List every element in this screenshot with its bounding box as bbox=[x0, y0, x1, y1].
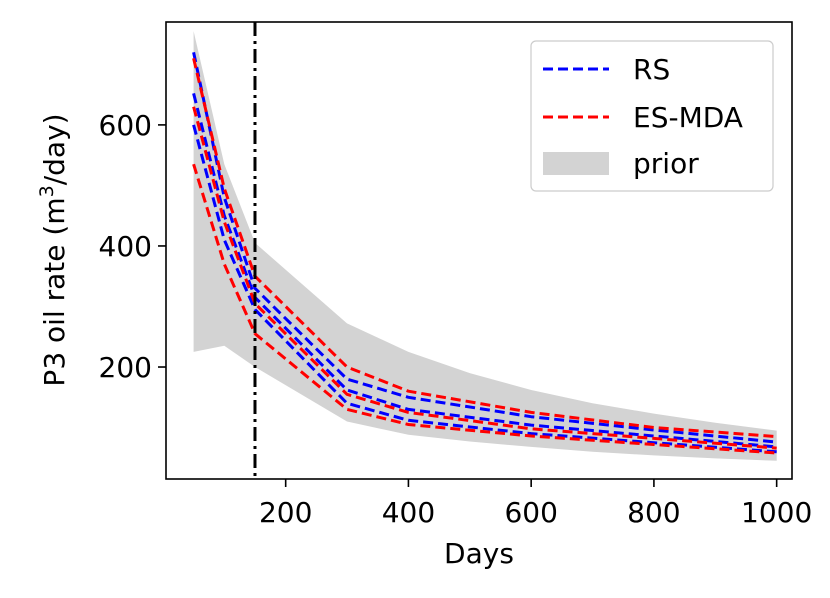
y-tick-label: 200 bbox=[99, 351, 152, 384]
y-tick-label: 400 bbox=[99, 230, 152, 263]
rs-line-0 bbox=[192, 51, 777, 444]
y-axis-label-main: P3 oil rate (m bbox=[38, 197, 71, 386]
legend-label-rs: RS bbox=[633, 53, 670, 86]
x-tick-label: 600 bbox=[504, 496, 557, 529]
x-tick-label: 1000 bbox=[741, 496, 812, 529]
x-tick-label: 200 bbox=[259, 496, 312, 529]
es-mda-line-4 bbox=[192, 106, 777, 450]
x-tick-label: 400 bbox=[382, 496, 435, 529]
plot-area bbox=[192, 22, 777, 479]
legend: RS ES-MDA prior bbox=[530, 40, 774, 192]
y-axis-label: P3 oil rate (m3/day) bbox=[36, 113, 71, 386]
y-axis-label-superscript: 3 bbox=[36, 185, 58, 197]
x-axis-label: Days bbox=[444, 537, 514, 570]
x-tick-label: 800 bbox=[627, 496, 680, 529]
axes-frame bbox=[165, 21, 793, 480]
legend-swatch-prior bbox=[543, 152, 609, 175]
prior-band bbox=[193, 31, 777, 461]
y-axis-label-tail: /day) bbox=[38, 113, 71, 185]
x-axis-ticks: 200 400 600 800 1000 bbox=[259, 479, 812, 529]
legend-label-prior: prior bbox=[633, 147, 699, 180]
rs-line-1 bbox=[192, 93, 777, 449]
es-mda-line-3 bbox=[192, 57, 777, 439]
y-tick-label: 600 bbox=[99, 109, 152, 142]
rs-line-2 bbox=[192, 124, 777, 454]
es-mda-line-5 bbox=[192, 163, 777, 455]
y-axis-ticks: 200 400 600 bbox=[99, 109, 166, 384]
legend-label-es-mda: ES-MDA bbox=[633, 101, 743, 134]
